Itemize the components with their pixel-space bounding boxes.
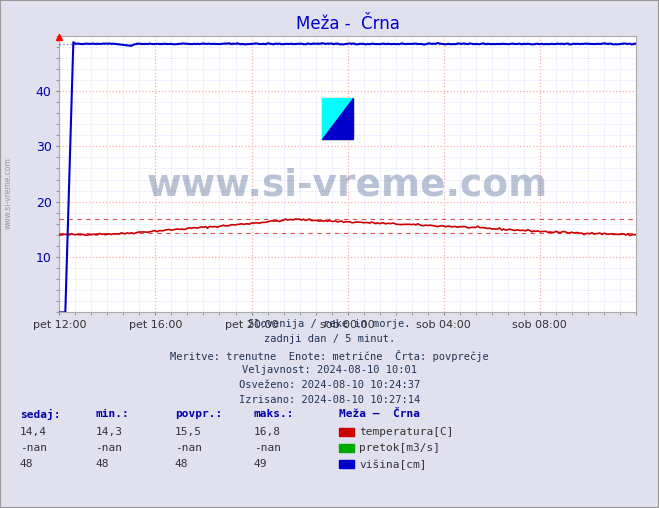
- Text: 14,3: 14,3: [96, 427, 123, 437]
- Text: -nan: -nan: [20, 443, 47, 453]
- Text: 48: 48: [175, 459, 188, 469]
- Text: -nan: -nan: [96, 443, 123, 453]
- FancyBboxPatch shape: [322, 98, 353, 139]
- Polygon shape: [322, 98, 353, 139]
- Text: temperatura[C]: temperatura[C]: [359, 427, 453, 437]
- Text: povpr.:: povpr.:: [175, 409, 222, 419]
- Title: Meža -  Črna: Meža - Črna: [296, 15, 399, 33]
- Text: Osveženo: 2024-08-10 10:24:37: Osveženo: 2024-08-10 10:24:37: [239, 380, 420, 390]
- Text: Veljavnost: 2024-08-10 10:01: Veljavnost: 2024-08-10 10:01: [242, 365, 417, 375]
- Text: zadnji dan / 5 minut.: zadnji dan / 5 minut.: [264, 334, 395, 344]
- Text: sedaj:: sedaj:: [20, 409, 60, 420]
- Text: -nan: -nan: [175, 443, 202, 453]
- Text: 14,4: 14,4: [20, 427, 47, 437]
- Text: Izrisano: 2024-08-10 10:27:14: Izrisano: 2024-08-10 10:27:14: [239, 395, 420, 405]
- Text: maks.:: maks.:: [254, 409, 294, 419]
- Text: pretok[m3/s]: pretok[m3/s]: [359, 443, 440, 454]
- Text: min.:: min.:: [96, 409, 129, 419]
- Polygon shape: [322, 98, 353, 139]
- Text: 15,5: 15,5: [175, 427, 202, 437]
- Text: Meritve: trenutne  Enote: metrične  Črta: povprečje: Meritve: trenutne Enote: metrične Črta: …: [170, 350, 489, 362]
- Text: Slovenija / reke in morje.: Slovenija / reke in morje.: [248, 319, 411, 329]
- Text: 49: 49: [254, 459, 267, 469]
- Text: -nan: -nan: [254, 443, 281, 453]
- Text: 48: 48: [20, 459, 33, 469]
- Text: višina[cm]: višina[cm]: [359, 460, 426, 470]
- Text: 48: 48: [96, 459, 109, 469]
- Text: www.si-vreme.com: www.si-vreme.com: [3, 157, 13, 229]
- Text: www.si-vreme.com: www.si-vreme.com: [147, 167, 548, 203]
- Text: 16,8: 16,8: [254, 427, 281, 437]
- Text: Meža –  Črna: Meža – Črna: [339, 409, 420, 419]
